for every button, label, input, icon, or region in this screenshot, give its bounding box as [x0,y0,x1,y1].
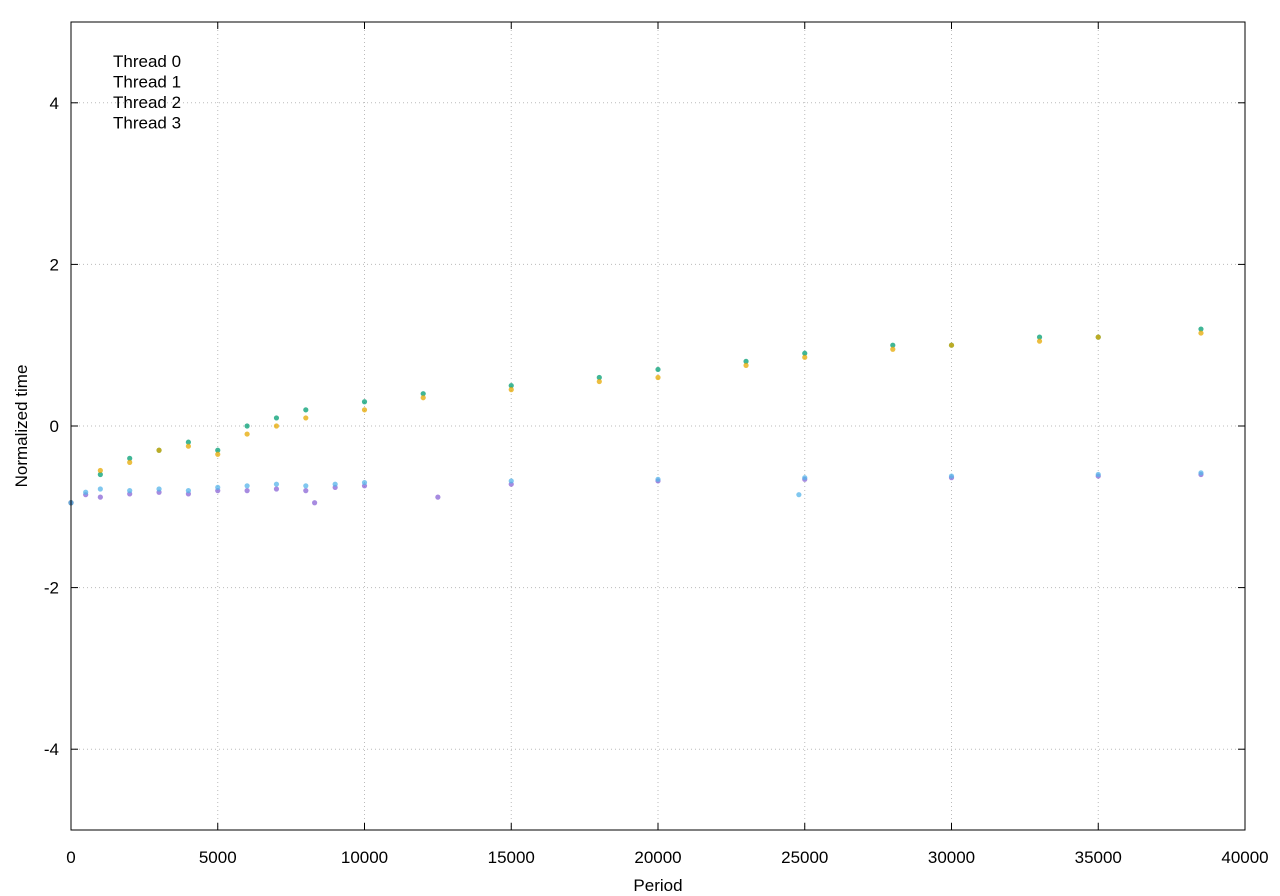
data-point [361,479,368,486]
data-point [127,488,133,494]
data-point [83,489,89,495]
x-tick-label: 10000 [341,848,388,867]
y-tick-label: 0 [50,417,59,436]
x-tick-label: 25000 [781,848,828,867]
data-point [1095,471,1101,478]
data-point [796,492,802,498]
data-point [185,488,191,494]
data-point [420,391,426,397]
data-point [312,500,318,506]
data-point [97,494,103,500]
data-point [303,407,309,413]
data-point [361,407,368,413]
data-point [303,488,309,494]
data-points [68,326,1204,506]
data-point [215,447,221,453]
data-point [332,481,338,487]
data-point [508,387,514,393]
data-point [361,399,368,405]
data-point [802,475,808,481]
y-tick-label: -2 [44,579,59,598]
legend-label: Thread 3 [113,114,181,133]
data-point [948,342,955,348]
y-tick-label: -4 [44,740,59,759]
data-point [273,423,280,429]
data-point [97,486,103,492]
data-point [1036,338,1043,344]
data-point [743,358,749,364]
data-point [273,415,280,421]
data-point [743,362,749,368]
data-point [156,486,162,492]
data-point [1036,334,1043,340]
data-point [303,483,309,489]
data-point [185,439,191,445]
data-point [802,354,808,360]
y-tick-label: 2 [50,255,59,274]
data-point [655,374,661,381]
data-point [948,473,955,479]
data-point [244,488,250,494]
x-tick-label: 5000 [199,848,237,867]
data-point [1198,470,1204,476]
y-axis-title: Normalized time [12,365,31,488]
data-point [244,423,250,429]
legend-label: Thread 1 [113,73,181,92]
data-point [127,459,133,465]
legend-label: Thread 2 [113,93,181,112]
data-point [273,481,280,487]
x-tick-label: 0 [66,848,75,867]
data-point [127,455,133,461]
data-point [802,350,808,356]
legend-label: Thread 0 [113,52,181,71]
x-axis-title: Period [633,876,682,895]
data-point [156,447,162,453]
data-point [1198,330,1204,336]
x-tick-label: 20000 [634,848,681,867]
data-point [273,486,280,492]
y-tick-label: 4 [50,94,59,113]
data-point [596,378,602,385]
x-tick-label: 35000 [1075,848,1122,867]
data-point [435,494,441,500]
data-point [1095,334,1101,340]
data-point [655,476,661,482]
data-point [655,366,661,373]
data-point [97,467,103,474]
x-tick-label: 15000 [488,848,535,867]
data-point [420,395,426,401]
data-point [303,415,309,421]
data-point [890,342,896,348]
data-point [244,483,250,489]
data-point [1198,326,1204,332]
data-point [185,443,191,449]
data-point [244,431,250,437]
grid [71,22,1245,830]
data-point [215,484,221,491]
axis-ticks: 0 5000 10000 15000 20000 25000 30000 35000 40000… [44,22,1269,867]
x-tick-label: 30000 [928,848,975,867]
data-point [596,374,602,381]
data-point [215,451,221,457]
data-point [508,383,514,389]
x-tick-label: 40000 [1221,848,1268,867]
data-point [508,478,514,484]
data-point [890,346,896,352]
data-point [97,471,103,478]
